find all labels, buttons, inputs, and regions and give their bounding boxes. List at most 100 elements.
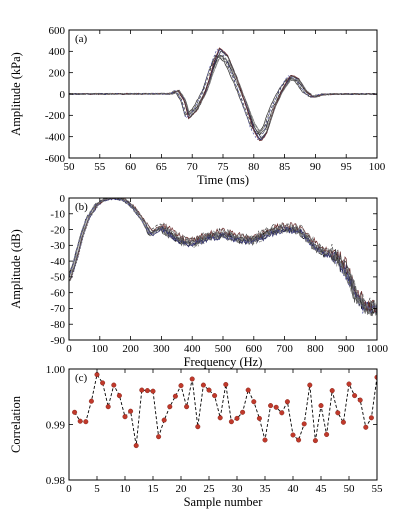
y-tick-label-b: -50	[50, 272, 65, 284]
y-tick-label-a: 400	[49, 46, 66, 58]
correlation-point-21	[184, 404, 190, 410]
correlation-point-6	[100, 380, 106, 386]
x-tick-label-b: 200	[122, 343, 139, 355]
correlation-point-1	[72, 409, 78, 415]
correlation-point-40	[290, 432, 296, 438]
correlation-point-32	[245, 387, 251, 393]
correlation-point-51	[352, 393, 358, 399]
x-tick-label-c: 15	[148, 483, 160, 495]
ticks-c: 0 5 10 15 20 25 30 35 40 45 50 55 0.98 0.99 1.00	[46, 364, 383, 495]
panel-label-b: (b)	[75, 201, 88, 213]
correlation-point-26	[212, 393, 218, 399]
correlation-point-36	[268, 403, 274, 409]
correlation-point-37	[273, 404, 279, 410]
x-tick-label-b: 500	[215, 343, 232, 355]
x-tick-label-b: 900	[338, 343, 355, 355]
y-tick-label-a: 600	[49, 25, 66, 37]
x-tick-label-a: 55	[94, 161, 106, 173]
correlation-point-39	[284, 399, 290, 405]
x-axis-label-a: Time (ms)	[197, 173, 249, 187]
correlation-point-44	[312, 438, 318, 444]
y-tick-label-c: 0.98	[46, 475, 66, 487]
correlation-point-24	[200, 382, 206, 388]
y-axis-label-a: Amplitude (kPa)	[9, 52, 23, 136]
y-tick-label-a: -600	[45, 153, 66, 165]
correlation-point-48	[335, 410, 341, 416]
correlation-point-22	[189, 376, 195, 382]
y-tick-label-a: -400	[45, 131, 66, 143]
panel-a: 50 55 60 65 70 75 80 85 90 95 100 -600 -400 -200 0 200 4…	[9, 25, 386, 187]
x-axis-label-b: Frequency (Hz)	[184, 355, 263, 369]
correlation-point-42	[301, 421, 307, 427]
y-tick-label-b: -30	[50, 240, 65, 252]
correlation-point-20	[178, 383, 184, 389]
correlation-point-11	[128, 408, 134, 414]
correlation-point-53	[363, 424, 369, 430]
ticks-a: 50 55 60 65 70 75 80 85 90 95 100 -600 -400 -200 0 200 4…	[45, 25, 386, 173]
x-tick-label-a: 65	[156, 161, 168, 173]
x-tick-label-a: 60	[125, 161, 137, 173]
correlation-point-14	[144, 388, 150, 394]
y-tick-label-a: 200	[49, 67, 66, 79]
series-line-b-12	[69, 198, 377, 309]
correlation-point-13	[139, 387, 145, 393]
correlation-point-25	[206, 387, 212, 393]
x-tick-label-c: 30	[232, 483, 244, 495]
correlation-point-43	[307, 382, 313, 388]
correlation-point-10	[122, 414, 128, 420]
x-tick-label-c: 10	[120, 483, 132, 495]
correlation-point-49	[340, 419, 346, 425]
correlation-point-3	[83, 419, 89, 425]
x-tick-label-c: 50	[344, 483, 356, 495]
y-tick-label-b: -80	[50, 319, 65, 331]
x-tick-label-b: 0	[66, 343, 72, 355]
x-tick-label-a: 50	[64, 161, 76, 173]
x-tick-label-b: 1000	[366, 343, 389, 355]
correlation-point-9	[116, 393, 122, 399]
correlation-point-45	[318, 403, 324, 409]
correlation-point-7	[105, 404, 111, 410]
y-tick-label-a: -200	[45, 110, 66, 122]
y-axis-label-b: Amplitude (dB)	[9, 229, 23, 309]
series-group-b	[69, 198, 377, 317]
panel-label-a: (a)	[75, 33, 88, 45]
panel-c: 0 5 10 15 20 25 30 35 40 45 50 55 0.98 0.99 1.00 (c) S…	[9, 364, 383, 509]
x-tick-label-b: 800	[307, 343, 324, 355]
y-tick-label-b: -20	[50, 224, 65, 236]
x-tick-label-a: 95	[341, 161, 353, 173]
correlation-point-30	[234, 415, 240, 421]
correlation-point-28	[223, 382, 229, 388]
series-line-a-11	[69, 50, 377, 139]
correlation-point-12	[133, 443, 139, 449]
series-line-a-12	[69, 54, 377, 135]
correlation-point-27	[217, 415, 223, 421]
correlation-point-47	[329, 388, 335, 394]
x-tick-label-c: 45	[316, 483, 328, 495]
y-tick-label-b: -70	[50, 303, 65, 315]
x-tick-label-c: 5	[94, 483, 100, 495]
x-tick-label-c: 0	[66, 483, 72, 495]
correlation-point-41	[296, 437, 302, 443]
x-tick-label-c: 20	[176, 483, 188, 495]
correlation-point-15	[150, 388, 156, 394]
y-tick-label-b: -90	[50, 335, 65, 347]
correlation-point-38	[279, 410, 285, 416]
x-tick-label-b: 700	[276, 343, 293, 355]
x-tick-label-a: 80	[248, 161, 260, 173]
correlation-point-2	[77, 418, 83, 424]
y-tick-label-c: 1.00	[46, 364, 66, 376]
series-group-a	[69, 47, 377, 142]
x-tick-label-c: 55	[372, 483, 384, 495]
ticks-b: 0 100 200 300 400 500 600 700 800 900 1000 0 -10 -20 -…	[50, 193, 388, 355]
x-tick-label-b: 400	[184, 343, 201, 355]
series-line-b-9	[69, 198, 377, 313]
correlation-point-23	[195, 424, 201, 430]
x-tick-label-b: 300	[153, 343, 170, 355]
series-line-b-10	[69, 198, 377, 315]
correlation-point-18	[167, 404, 173, 410]
correlation-point-34	[256, 415, 262, 421]
correlation-point-16	[156, 434, 162, 440]
x-axis-label-c: Sample number	[184, 495, 264, 509]
axes-frame-b	[68, 197, 378, 341]
